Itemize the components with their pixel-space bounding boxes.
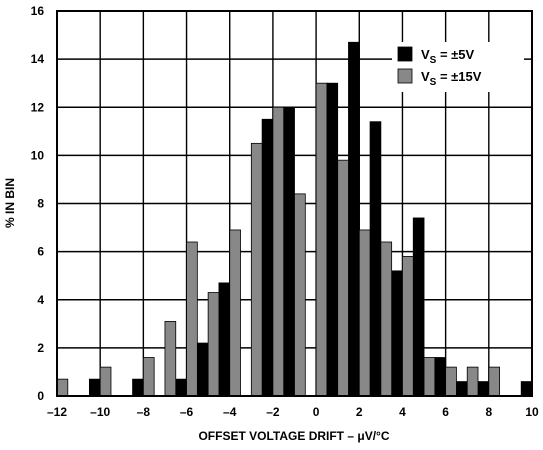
bar-vs15 — [358, 229, 371, 397]
bar-vs15 — [337, 159, 349, 397]
x-tick-label: 8 — [485, 405, 492, 419]
bar-vs15 — [380, 241, 393, 397]
x-axis-title: OFFSET VOLTAGE DRIFT – μV/°C — [198, 429, 389, 443]
bar-vs5 — [434, 357, 447, 397]
x-tick-label: 6 — [442, 405, 449, 419]
bar-vs15 — [315, 82, 328, 397]
bar-vs15 — [207, 292, 220, 397]
legend-label: VS = ±15V — [421, 69, 482, 88]
legend-swatch — [397, 68, 413, 84]
legend-label: VS = ±5V — [421, 47, 475, 66]
y-tick-labels: 0 2 4 6 8 10 12 14 16 — [31, 4, 45, 403]
bar-vs15 — [56, 378, 69, 397]
y-axis-title: % IN BIN — [3, 178, 17, 228]
bar-vs5 — [218, 282, 231, 397]
bar-vs5 — [412, 217, 425, 397]
y-tick-label: 12 — [31, 100, 45, 114]
x-tick-label: –4 — [223, 405, 237, 419]
y-tick-label: 6 — [37, 245, 44, 259]
x-tick-label: –8 — [137, 405, 151, 419]
x-tick-label: 0 — [313, 405, 320, 419]
bar-vs5 — [348, 41, 360, 397]
x-tick-label: 4 — [399, 405, 406, 419]
bar-vs15 — [229, 229, 241, 397]
bar-vs15 — [164, 321, 177, 397]
y-tick-label: 16 — [31, 4, 45, 18]
legend-background — [392, 42, 524, 92]
y-tick-label: 0 — [37, 389, 44, 403]
bar-vs15 — [402, 256, 414, 397]
bar-vs15 — [488, 366, 501, 397]
x-tick-label: –6 — [180, 405, 194, 419]
bar-vs5 — [369, 121, 382, 397]
bar-vs15 — [445, 366, 457, 397]
bar-vs15 — [142, 357, 155, 397]
plot-frame — [56, 10, 533, 397]
bar-vs15 — [423, 357, 436, 397]
bar-vs5 — [283, 106, 295, 397]
bar-vs15 — [186, 241, 198, 397]
bar-vs5 — [477, 381, 490, 397]
x-tick-label: –2 — [266, 405, 280, 419]
y-tick-label: 8 — [37, 197, 44, 211]
x-tick-label: –12 — [47, 405, 67, 419]
y-tick-label: 4 — [37, 293, 44, 307]
bar-vs5 — [456, 381, 468, 397]
y-tick-label: 14 — [31, 52, 45, 66]
bar-vs5 — [520, 381, 533, 397]
y-tick-label: 2 — [37, 341, 44, 355]
bar-vs5 — [132, 378, 144, 397]
bar-vs5 — [175, 378, 187, 397]
bar-vs5 — [261, 118, 274, 397]
x-tick-label: –10 — [90, 405, 110, 419]
legend-swatch — [397, 46, 413, 62]
x-tick-labels: –12 –10 –8 –6 –4 –2 0 2 4 6 8 10 — [47, 405, 539, 419]
legend: VS = ±5V VS = ±15V — [392, 42, 524, 92]
bar-vs15 — [250, 142, 263, 397]
bar-vs15 — [466, 366, 479, 397]
bar-vs15 — [272, 106, 285, 397]
x-tick-label: 2 — [356, 405, 363, 419]
bar-vs5 — [391, 270, 403, 397]
bar-vs5 — [326, 82, 339, 397]
bar-vs15 — [294, 193, 306, 397]
x-tick-label: 10 — [525, 405, 539, 419]
bar-vs15 — [99, 366, 112, 397]
bar-vs5 — [196, 342, 209, 397]
bar-vs5 — [88, 378, 101, 397]
y-tick-label: 10 — [31, 148, 45, 162]
